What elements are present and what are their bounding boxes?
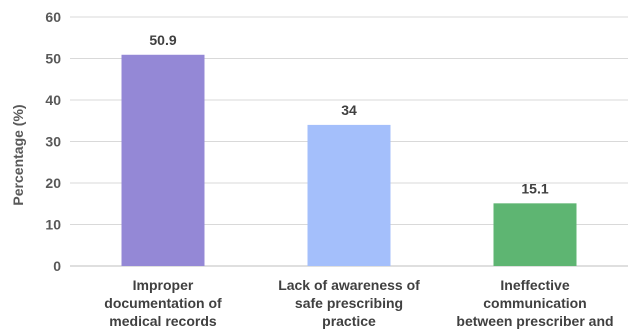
- y-tick-label: 40: [45, 92, 61, 108]
- x-category-label: communication: [483, 295, 586, 311]
- x-category-label: documentation of: [104, 295, 222, 311]
- x-category-label: safe prescribing: [295, 295, 403, 311]
- x-category-label: Lack of awareness of: [278, 277, 420, 293]
- y-tick-label: 10: [45, 217, 61, 233]
- y-tick-label: 20: [45, 175, 61, 191]
- bars: [121, 54, 577, 267]
- y-axis-ticks: 0 10 20 30 40 50 60: [45, 9, 61, 274]
- x-category-label: Improper: [133, 277, 194, 293]
- category-labels: Improper documentation of medical records L…: [104, 277, 613, 329]
- x-category-label: medical records: [109, 313, 217, 329]
- bar: [121, 54, 205, 266]
- data-labels: 50.9 34 15.1: [149, 32, 548, 197]
- x-category-label: Ineffective: [500, 277, 569, 293]
- y-tick-label: 0: [53, 258, 61, 274]
- y-tick-label: 50: [45, 51, 61, 67]
- bar: [307, 124, 391, 267]
- y-tick-label: 60: [45, 9, 61, 25]
- x-category-label: practice: [322, 313, 376, 329]
- bar-value-label: 50.9: [149, 32, 176, 48]
- bar-value-label: 34: [341, 102, 357, 118]
- y-tick-label: 30: [45, 134, 61, 150]
- bar-value-label: 15.1: [521, 180, 548, 196]
- x-category-label: between prescriber and: [456, 313, 613, 329]
- bar: [493, 203, 577, 266]
- y-axis-title: Percentage (%): [10, 104, 26, 205]
